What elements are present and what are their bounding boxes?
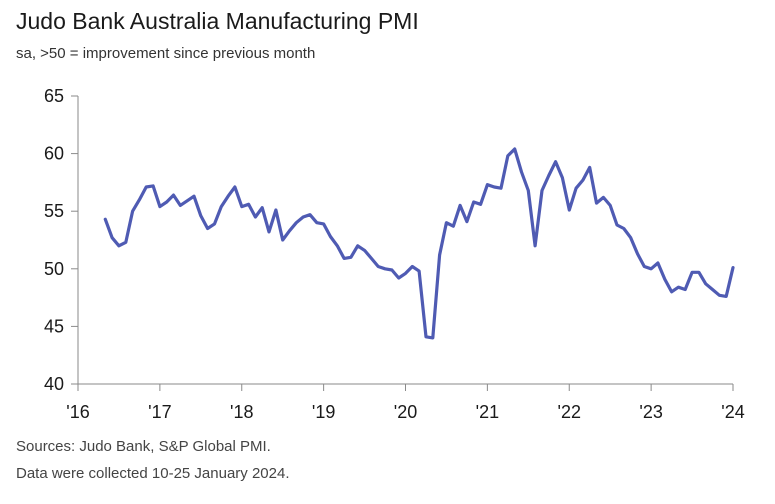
collection-note: Data were collected 10-25 January 2024. <box>16 465 290 482</box>
x-tick-label: '16 <box>66 402 89 422</box>
y-tick-label: 65 <box>44 86 64 106</box>
y-tick-label: 45 <box>44 316 64 336</box>
x-tick-label: '17 <box>148 402 171 422</box>
pmi-series-line <box>103 147 735 340</box>
y-tick-label: 60 <box>44 144 64 164</box>
x-tick-label: '20 <box>394 402 417 422</box>
series-group <box>103 147 735 340</box>
x-tick-label: '23 <box>639 402 662 422</box>
y-tick-label: 55 <box>44 201 64 221</box>
x-tick-label: '24 <box>721 402 744 422</box>
x-tick-label: '19 <box>312 402 335 422</box>
chart-title: Judo Bank Australia Manufacturing PMI <box>16 8 419 34</box>
x-tick-label: '22 <box>558 402 581 422</box>
x-tick-label: '21 <box>476 402 499 422</box>
y-tick-label: 50 <box>44 259 64 279</box>
x-axis: '16 '17 '18 '19 '20 '21 '22 '23 '24 <box>66 383 745 422</box>
y-axis: 40 45 50 55 60 65 <box>44 86 79 394</box>
x-tick-label: '18 <box>230 402 253 422</box>
sources-note: Sources: Judo Bank, S&P Global PMI. <box>16 438 271 455</box>
y-tick-label: 40 <box>44 374 64 394</box>
chart-subtitle: sa, >50 = improvement since previous mon… <box>16 45 316 62</box>
pmi-line-chart: 40 45 50 55 60 65 '16 '17 '18 '19 '20 '21 '22 '23 '24 <box>44 86 745 422</box>
